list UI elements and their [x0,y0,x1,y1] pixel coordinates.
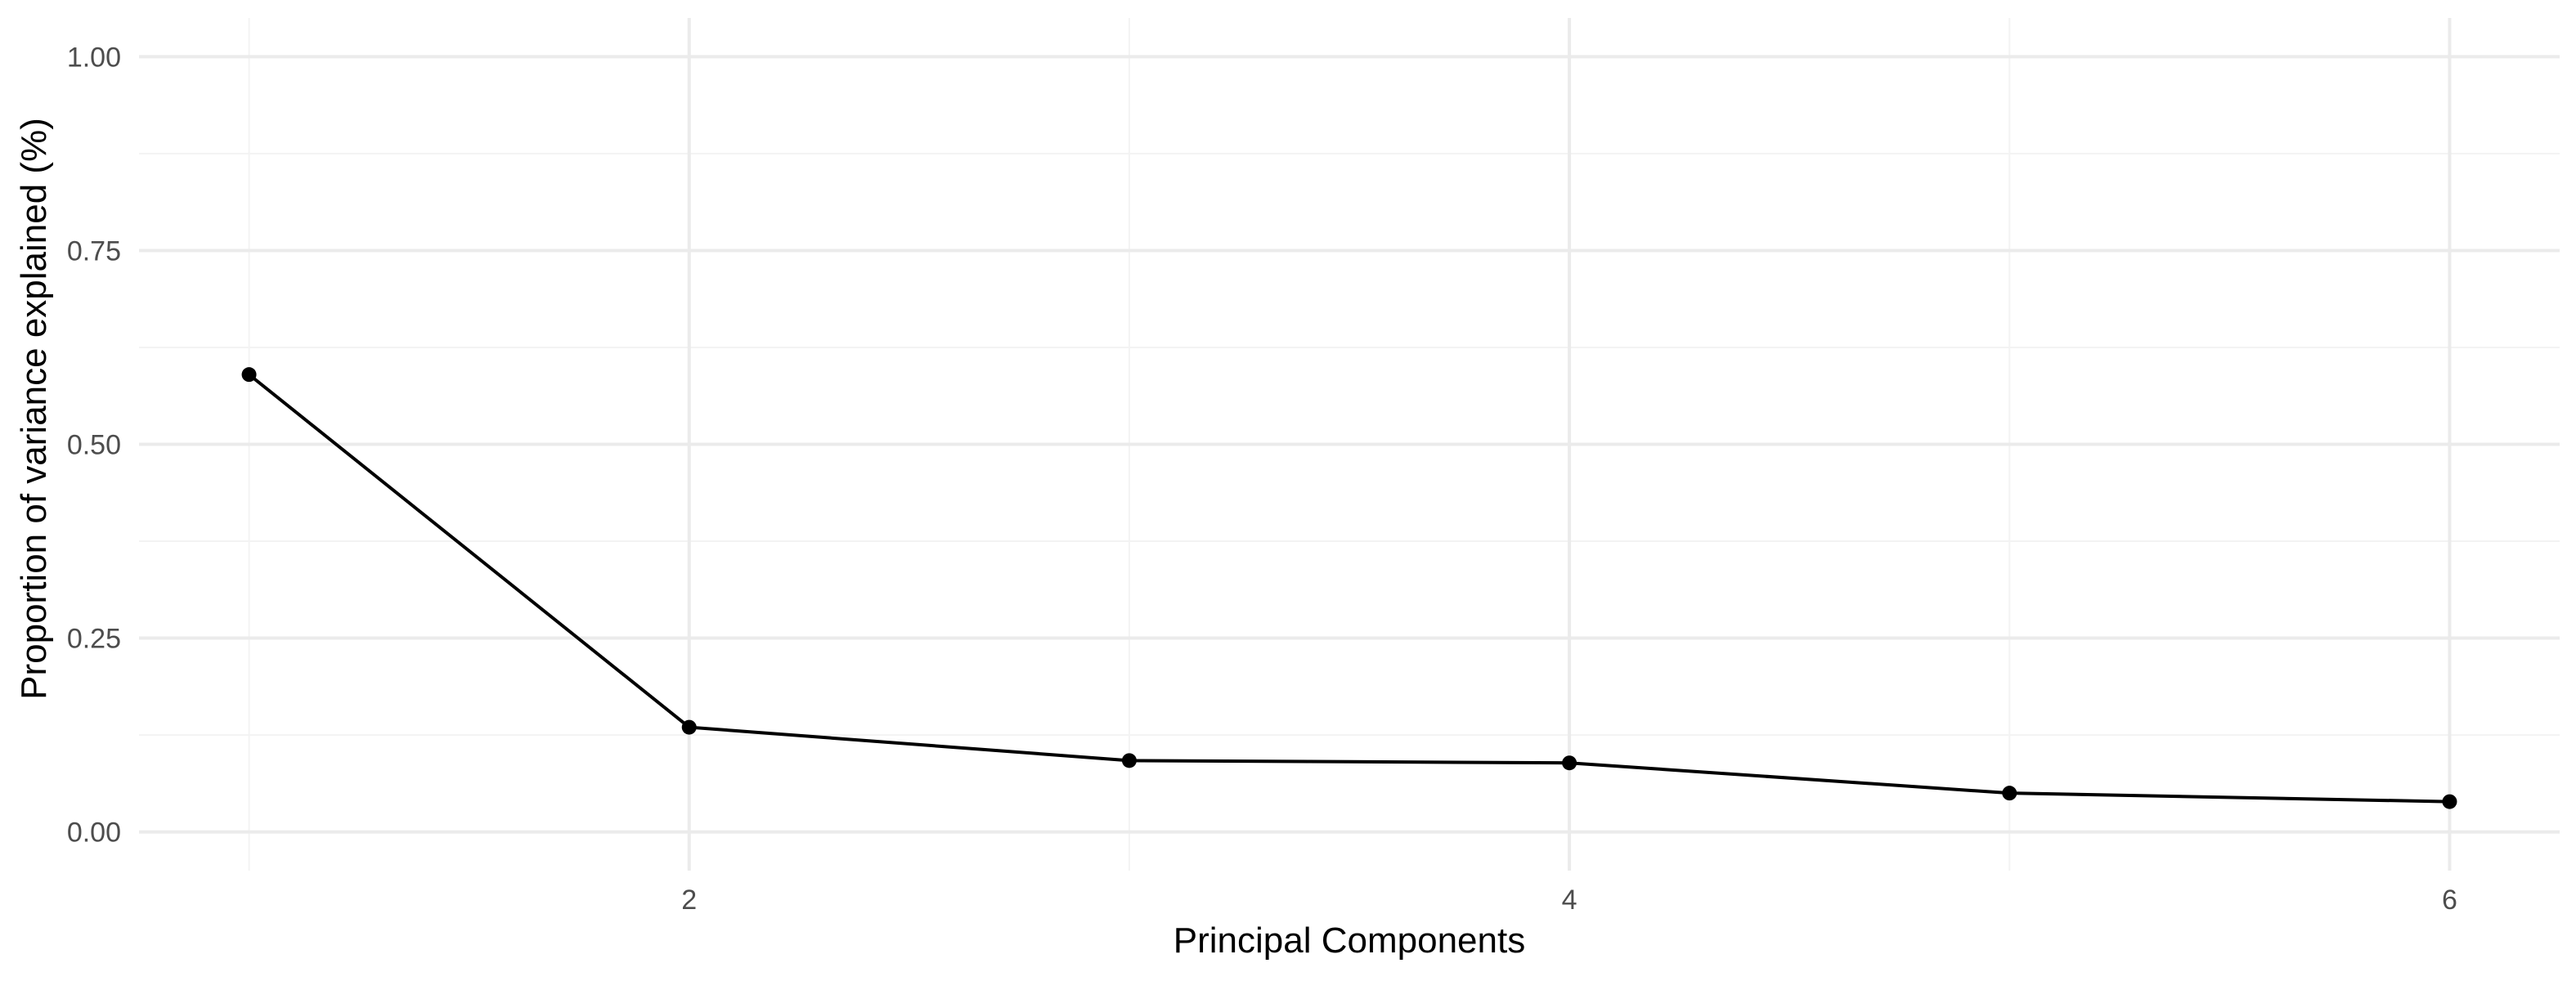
y-axis-ticks: 0.00 0.25 0.50 0.75 1.00 [67,42,121,848]
data-point [241,367,257,383]
data-point [1121,753,1137,768]
data-point [2002,786,2017,801]
data-series [241,367,2457,809]
y-axis-title: Proportion of variance explained (%) [14,118,54,700]
x-tick-label: 4 [1562,885,1577,916]
y-tick-label: 1.00 [67,42,121,73]
series-line [248,373,2450,804]
data-point [1562,755,1577,771]
x-tick-label: 6 [2442,885,2457,916]
y-tick-label: 0.00 [67,818,121,849]
grid-lines [139,18,2560,871]
y-tick-label: 0.25 [67,624,121,655]
y-tick-label: 0.50 [67,430,121,461]
x-axis-ticks: 2 4 6 [681,885,2457,916]
data-point [681,719,697,735]
x-axis-title: Principal Components [1174,921,1525,961]
x-tick-label: 2 [681,885,697,916]
data-point [2442,794,2457,809]
y-tick-label: 0.75 [67,235,121,267]
